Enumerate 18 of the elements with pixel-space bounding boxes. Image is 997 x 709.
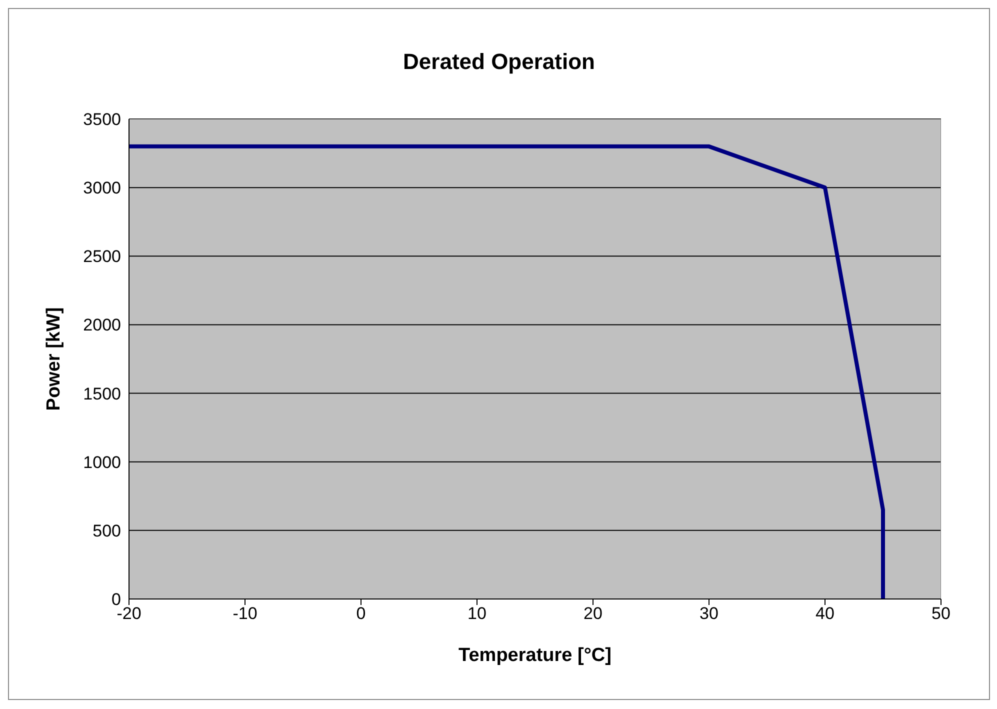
y-tick-label: 3000 [83,178,121,198]
x-tick-label: 0 [356,604,366,624]
y-tick-label: 500 [92,521,121,540]
y-tick-label: 3500 [83,110,121,130]
y-tick-label: 2000 [83,316,121,335]
y-tick-label: 1500 [83,384,121,404]
x-tick-label: -10 [232,604,258,624]
x-tick-label: 20 [584,604,602,624]
y-tick-label: 2500 [83,247,121,266]
x-tick-label: 30 [700,604,718,624]
x-tick-label: 10 [468,604,486,624]
x-tick-label: 40 [816,604,834,624]
chart-title: Derated Operation [402,49,596,76]
y-axis-title: Power [kW] [44,307,65,411]
x-tick-label: 50 [932,604,950,624]
x-axis-title: Temperature [°C] [458,645,612,666]
line-series [129,144,885,599]
y-tick-label: 1000 [83,452,121,472]
